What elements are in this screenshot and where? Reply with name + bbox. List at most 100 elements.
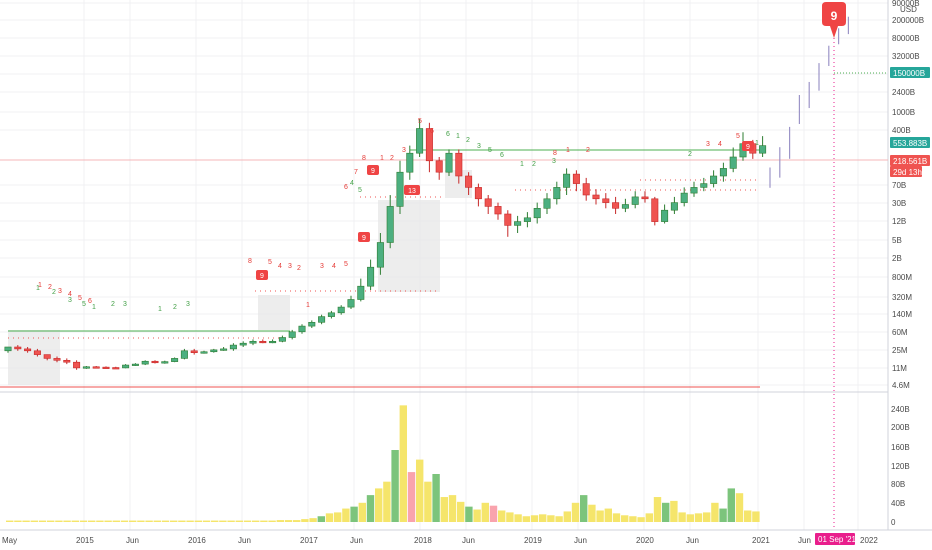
price-axis[interactable]: 90000B200000B80000B32000B6000B2400B1000B… <box>890 0 930 390</box>
price-badge[interactable] <box>890 67 930 78</box>
volume-bar[interactable] <box>588 504 596 522</box>
candle[interactable] <box>494 206 502 215</box>
volume-bar[interactable] <box>55 520 63 522</box>
volume-bar[interactable] <box>612 513 621 522</box>
candle[interactable] <box>53 358 61 361</box>
volume-bar[interactable] <box>744 510 752 522</box>
volume-bar[interactable] <box>129 520 137 522</box>
candle[interactable] <box>259 340 267 344</box>
volume-bar[interactable] <box>465 506 473 522</box>
volume-bar[interactable] <box>38 520 47 522</box>
volume-bar[interactable] <box>350 506 358 522</box>
candle[interactable] <box>298 325 306 333</box>
volume-bar[interactable] <box>276 520 284 522</box>
candle[interactable] <box>210 349 218 353</box>
volume-bar[interactable] <box>555 516 563 522</box>
candle[interactable] <box>641 196 649 200</box>
candle[interactable] <box>621 204 629 209</box>
volume-bar[interactable] <box>88 520 96 522</box>
candle[interactable] <box>347 299 355 308</box>
candle[interactable] <box>661 209 669 222</box>
candle[interactable] <box>102 366 110 369</box>
candle[interactable] <box>190 350 198 353</box>
volume-bar[interactable] <box>178 520 186 522</box>
volume-bar[interactable] <box>596 510 604 522</box>
volume-bar[interactable] <box>432 474 440 522</box>
candle[interactable] <box>141 360 149 365</box>
volume-bar[interactable] <box>416 459 424 522</box>
volume-bar[interactable] <box>506 512 514 522</box>
candle[interactable] <box>4 346 12 352</box>
volume-bar[interactable] <box>161 520 170 522</box>
candle[interactable] <box>131 363 139 366</box>
volume-bar[interactable] <box>637 517 645 522</box>
volume-bar[interactable] <box>79 520 88 522</box>
volume-bar[interactable] <box>309 518 317 522</box>
candle[interactable] <box>592 194 600 200</box>
volume-bar[interactable] <box>202 520 211 522</box>
candle[interactable] <box>425 128 433 162</box>
price-badge[interactable] <box>890 137 930 148</box>
volume-bar[interactable] <box>96 520 104 522</box>
volume-bar[interactable] <box>47 520 55 522</box>
candle[interactable] <box>690 187 698 194</box>
volume-bar[interactable] <box>211 520 219 522</box>
volume-bar[interactable] <box>268 520 276 522</box>
volume-bar[interactable] <box>30 520 38 522</box>
volume-bar[interactable] <box>260 520 268 522</box>
volume-bar[interactable] <box>235 520 243 522</box>
volume-bar[interactable] <box>440 497 448 522</box>
volume-bar[interactable] <box>252 520 260 522</box>
volume-bar[interactable] <box>547 515 555 522</box>
volume-bar[interactable] <box>727 488 735 522</box>
candle[interactable] <box>220 348 228 351</box>
candle[interactable] <box>445 152 453 173</box>
volume-bar[interactable] <box>63 520 71 522</box>
volume-bar[interactable] <box>670 500 678 522</box>
volume-bar[interactable] <box>325 513 334 522</box>
volume-bar[interactable] <box>358 502 366 522</box>
candle[interactable] <box>171 358 179 362</box>
candle[interactable] <box>710 175 718 184</box>
volume-bar[interactable] <box>678 512 686 522</box>
candle[interactable] <box>465 175 473 188</box>
volume-bar[interactable] <box>489 505 498 522</box>
volume-bar[interactable] <box>539 514 547 522</box>
volume-bar[interactable] <box>194 520 202 522</box>
candle[interactable] <box>73 361 81 369</box>
today-marker[interactable] <box>815 533 855 545</box>
candle[interactable] <box>474 187 482 200</box>
volume-bar[interactable] <box>137 520 145 522</box>
volume-bar[interactable] <box>284 520 293 522</box>
candle[interactable] <box>112 367 120 370</box>
candle[interactable] <box>514 221 522 226</box>
candle[interactable] <box>435 160 443 173</box>
candle[interactable] <box>651 198 659 222</box>
candle[interactable] <box>376 242 384 268</box>
candle[interactable] <box>357 285 365 300</box>
price-badge[interactable] <box>890 155 930 166</box>
volume-bar[interactable] <box>243 520 252 522</box>
volume-bar[interactable] <box>293 520 301 522</box>
volume-bar[interactable] <box>14 520 22 522</box>
candle[interactable] <box>288 331 296 338</box>
candle[interactable] <box>719 168 727 177</box>
candle[interactable] <box>759 145 767 154</box>
candle[interactable] <box>543 198 551 209</box>
candle[interactable] <box>504 213 512 226</box>
candle[interactable] <box>631 196 639 205</box>
volume-bar[interactable] <box>342 508 350 522</box>
volume-bar[interactable] <box>424 481 432 522</box>
volume-bar[interactable] <box>448 495 457 522</box>
candle[interactable] <box>670 202 678 211</box>
volume-bar[interactable] <box>498 510 506 522</box>
time-axis[interactable]: May 2015 Jun 2016 Jun 2017 Jun 2018 Jun 2019 Jun 20… <box>2 533 878 545</box>
candle[interactable] <box>406 152 414 173</box>
volume-bar[interactable] <box>219 520 227 522</box>
volume-bar[interactable] <box>145 520 153 522</box>
volume-bar[interactable] <box>407 472 416 522</box>
candle[interactable] <box>602 198 610 203</box>
volume-bar[interactable] <box>719 508 727 522</box>
candle[interactable] <box>318 316 326 323</box>
